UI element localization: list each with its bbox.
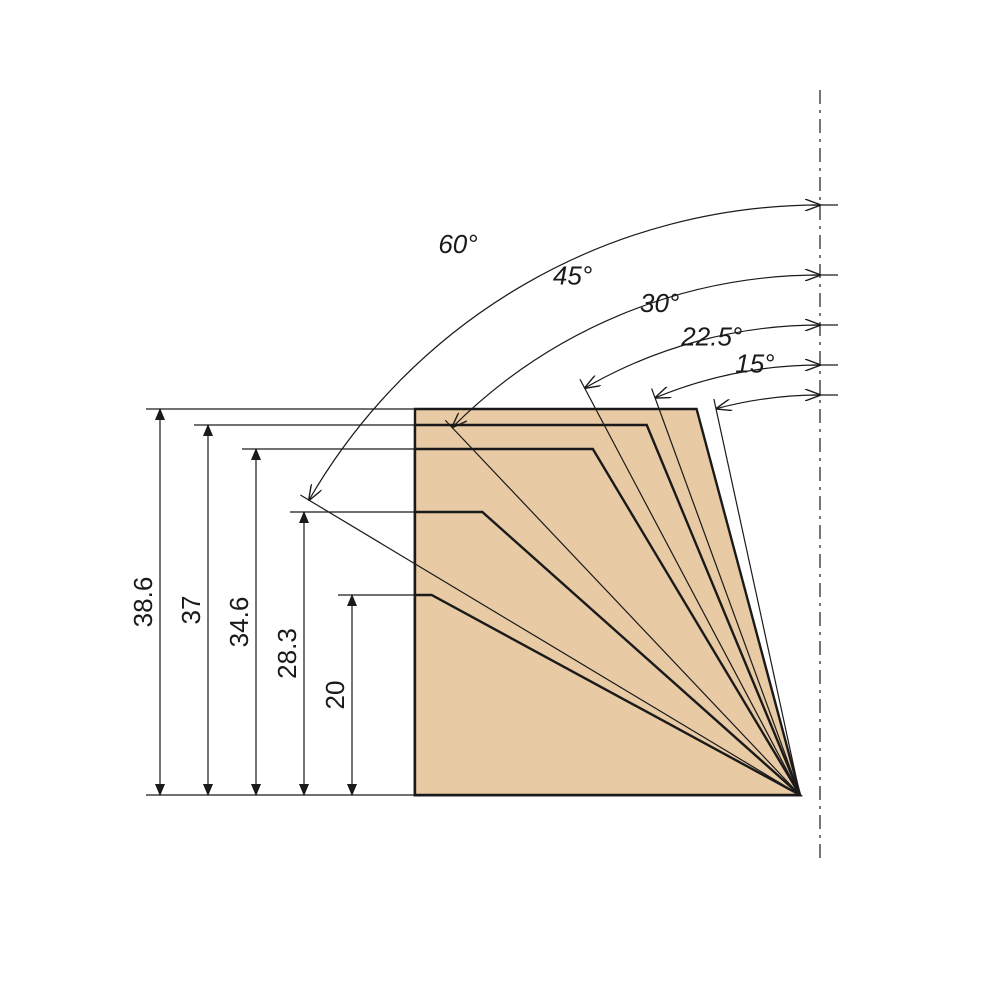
profile-shapes xyxy=(415,409,800,795)
angle-label: 60° xyxy=(438,229,477,259)
angle-label: 30° xyxy=(640,288,679,318)
dimension-diagram: 38.6 37 34.6 28.3 20 60° 45° 30°22.5°15° xyxy=(0,0,1000,1000)
height-label: 28.3 xyxy=(272,628,302,679)
angle-arc-15 xyxy=(716,395,820,409)
angle-label: 22.5° xyxy=(680,322,742,352)
height-dimensions: 38.6 37 34.6 28.3 20 xyxy=(128,409,415,795)
angle-label: 15° xyxy=(735,349,774,379)
height-label: 37 xyxy=(176,596,206,625)
angle-label: 45° xyxy=(553,260,592,290)
height-label: 20 xyxy=(320,681,350,710)
height-label: 34.6 xyxy=(224,597,254,648)
height-label: 38.6 xyxy=(128,577,158,628)
